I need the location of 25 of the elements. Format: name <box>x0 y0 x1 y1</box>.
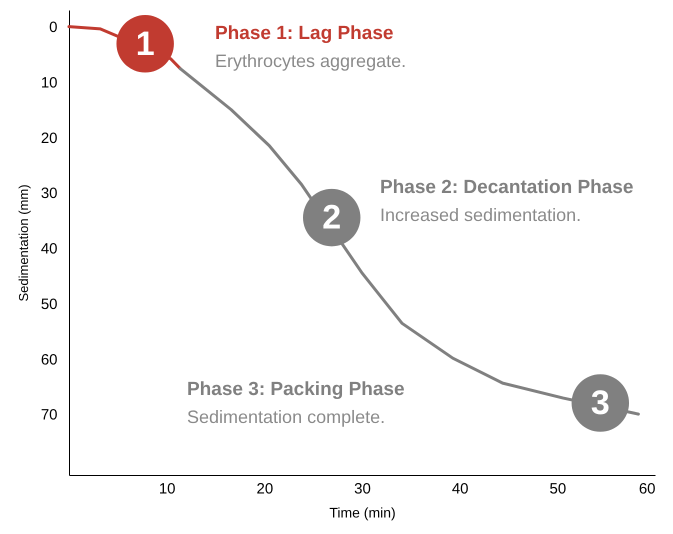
x-axis-title: Time (min) <box>329 504 396 520</box>
y-axis-title: Sedimentation (mm) <box>16 184 31 302</box>
annotation: 1 <box>136 24 155 63</box>
x-tick-label: 30 <box>354 480 371 498</box>
annotation: Sedimentation complete. <box>187 407 386 427</box>
y-tick-label: 40 <box>40 240 58 258</box>
annotation: Phase 3: Packing Phase <box>187 379 405 400</box>
annotation: Erythrocytes aggregate. <box>215 51 406 71</box>
y-tick-label: 70 <box>40 406 58 424</box>
y-tick-label: 60 <box>40 351 58 368</box>
y-tick-label: 10 <box>40 74 58 92</box>
annotation: Phase 2: Decantation Phase <box>380 177 634 198</box>
x-tick-label: 40 <box>452 480 469 498</box>
x-tick-label: 50 <box>549 480 566 498</box>
annotation: Phase 1: Lag Phase <box>215 23 394 44</box>
x-tick-label: 10 <box>158 480 176 498</box>
x-tick-label: 60 <box>638 480 656 498</box>
y-tick-label: 0 <box>49 19 58 36</box>
x-tick-label: 20 <box>256 480 274 498</box>
annotation: 3 <box>590 384 610 422</box>
y-tick-label: 20 <box>40 130 58 147</box>
annotation: 2 <box>322 198 342 237</box>
y-tick-label: 50 <box>40 296 58 313</box>
y-tick-label: 30 <box>40 185 58 202</box>
annotation: Increased sedimentation. <box>380 205 582 225</box>
